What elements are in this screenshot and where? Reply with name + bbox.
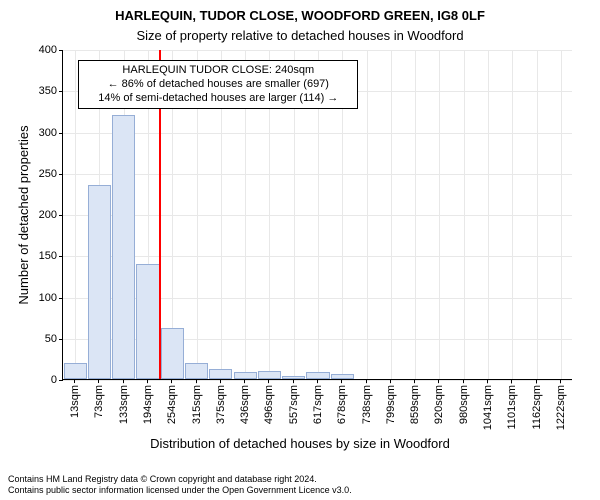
- y-tick-label: 200: [39, 209, 63, 221]
- y-tick-label: 400: [39, 44, 63, 56]
- y-axis-label: Number of detached properties: [16, 125, 31, 304]
- bar: [306, 372, 329, 379]
- x-tick-label: 1101sqm: [506, 379, 518, 429]
- x-tick-label: 980sqm: [458, 379, 470, 424]
- x-tick-label: 920sqm: [433, 379, 445, 424]
- bar: [185, 363, 208, 380]
- grid-line: [391, 50, 392, 379]
- bar: [88, 185, 111, 379]
- grid-line: [464, 50, 465, 379]
- x-tick-label: 1222sqm: [555, 379, 567, 430]
- y-tick-label: 350: [39, 85, 63, 97]
- grid-line: [537, 50, 538, 379]
- y-tick-label: 0: [51, 374, 63, 386]
- grid-line: [488, 50, 489, 379]
- x-tick-label: 73sqm: [93, 379, 105, 418]
- x-tick-label: 375sqm: [215, 379, 227, 424]
- chart-container: HARLEQUIN, TUDOR CLOSE, WOODFORD GREEN, …: [0, 0, 600, 500]
- chart-title: HARLEQUIN, TUDOR CLOSE, WOODFORD GREEN, …: [0, 8, 600, 23]
- y-tick-label: 50: [45, 333, 63, 345]
- bar: [161, 328, 184, 379]
- y-tick-label: 100: [39, 292, 63, 304]
- annotation-box: HARLEQUIN TUDOR CLOSE: 240sqm← 86% of de…: [78, 60, 358, 109]
- footer-attribution: Contains HM Land Registry data © Crown c…: [8, 474, 592, 497]
- y-tick-label: 300: [39, 127, 63, 139]
- x-tick-label: 1041sqm: [482, 379, 494, 430]
- annotation-line: HARLEQUIN TUDOR CLOSE: 240sqm: [85, 63, 351, 77]
- x-tick-label: 133sqm: [118, 379, 130, 424]
- bar: [234, 372, 257, 379]
- grid-line: [75, 50, 76, 379]
- grid-line: [439, 50, 440, 379]
- x-tick-label: 1162sqm: [531, 379, 543, 429]
- x-tick-label: 13sqm: [69, 379, 81, 418]
- bar: [331, 374, 354, 379]
- bar: [258, 371, 281, 379]
- x-tick-label: 254sqm: [166, 379, 178, 424]
- chart-subtitle: Size of property relative to detached ho…: [0, 28, 600, 43]
- footer-line-1: Contains HM Land Registry data © Crown c…: [8, 474, 592, 485]
- grid-line: [367, 50, 368, 379]
- x-tick-label: 799sqm: [385, 379, 397, 424]
- grid-line: [561, 50, 562, 379]
- grid-line: [415, 50, 416, 379]
- bar: [112, 115, 135, 379]
- grid-line: [512, 50, 513, 379]
- x-tick-label: 678sqm: [336, 379, 348, 424]
- plot-area: 05010015020025030035040013sqm73sqm133sqm…: [62, 50, 572, 380]
- x-tick-label: 557sqm: [288, 379, 300, 424]
- y-tick-label: 250: [39, 168, 63, 180]
- x-tick-label: 496sqm: [263, 379, 275, 424]
- x-tick-label: 194sqm: [142, 379, 154, 424]
- bar: [282, 376, 305, 379]
- bar: [209, 369, 232, 379]
- y-tick-label: 150: [39, 250, 63, 262]
- x-tick-label: 617sqm: [312, 379, 324, 424]
- x-tick-label: 859sqm: [409, 379, 421, 424]
- x-tick-label: 315sqm: [191, 379, 203, 424]
- x-tick-label: 436sqm: [239, 379, 251, 424]
- x-tick-label: 738sqm: [361, 379, 373, 424]
- x-axis-label: Distribution of detached houses by size …: [0, 436, 600, 451]
- annotation-line: 14% of semi-detached houses are larger (…: [85, 91, 351, 105]
- bar: [136, 264, 159, 380]
- bar: [64, 363, 87, 380]
- annotation-line: ← 86% of detached houses are smaller (69…: [85, 77, 351, 91]
- footer-line-2: Contains public sector information licen…: [8, 485, 592, 496]
